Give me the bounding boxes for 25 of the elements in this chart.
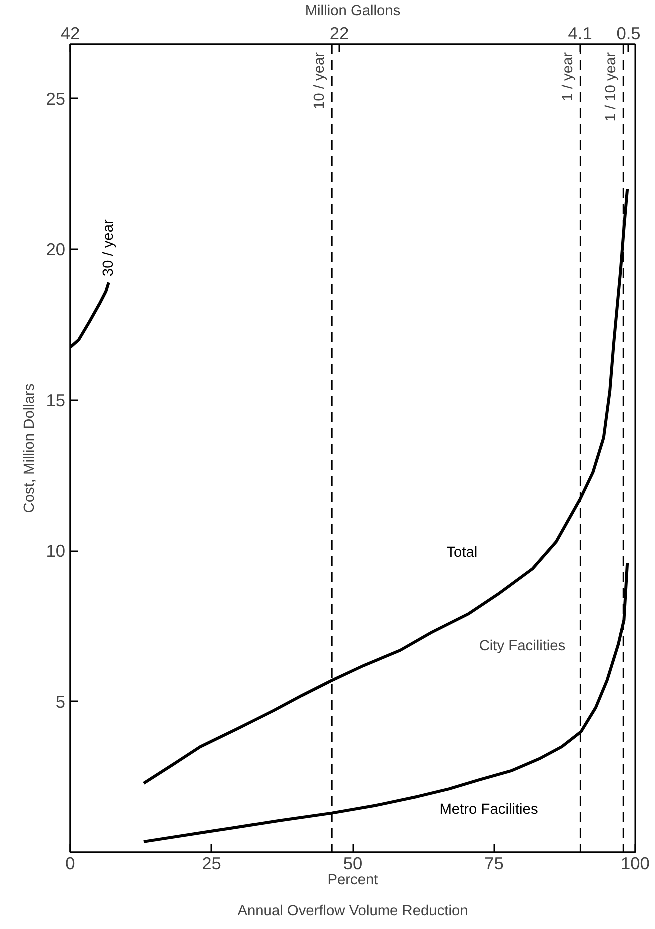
x-tick-label: 50	[343, 854, 363, 874]
x2-tick-label: 22	[330, 24, 350, 44]
y-tick-label: 25	[46, 88, 66, 109]
y-tick-label: 20	[46, 240, 66, 260]
annotation: City Facilities	[479, 638, 566, 654]
x2-axis-title: Million Gallons	[305, 4, 401, 20]
x2-tick-label: 42	[60, 24, 80, 44]
x-tick-label: 75	[484, 854, 504, 874]
text: Total	[446, 545, 478, 562]
text: Annual Overflow Volume Reduction	[238, 904, 468, 920]
text: 30 / year	[100, 220, 117, 277]
ref-line-label: 10 / year	[312, 52, 328, 110]
y-tick-label: 5	[56, 692, 66, 712]
x-axis-title: Percent	[328, 872, 378, 888]
y-tick-label: 10	[46, 541, 66, 562]
ref-line-label: 1 / year	[560, 52, 577, 102]
ref-line-label: 1 / 10 year	[604, 52, 620, 122]
y-axis-title: Cost, Million Dollars	[22, 384, 38, 514]
x2-tick-label: 0.5	[616, 24, 641, 44]
x2-tick-label: 4.1	[568, 24, 592, 44]
x-tick-label: 0	[66, 854, 76, 874]
series-label: Metro Facilities	[440, 802, 538, 818]
x-tick-label: 100	[621, 854, 650, 874]
y-tick-label: 15	[46, 390, 66, 410]
x-tick-label: 25	[202, 854, 222, 874]
